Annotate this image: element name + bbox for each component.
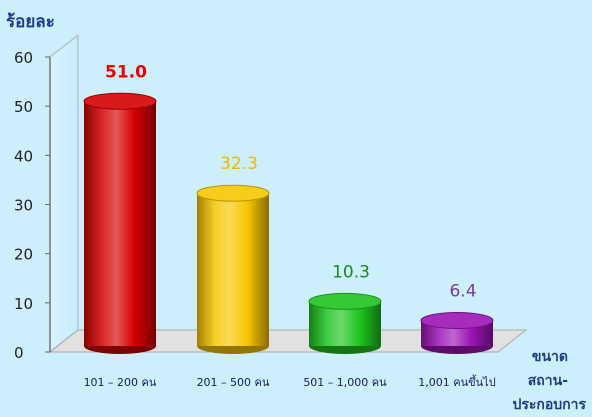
y-tick-label: 20 bbox=[14, 246, 33, 264]
x-tick-label: 1,001 คนขึ้นไป bbox=[418, 374, 495, 389]
x-tick-label: 101 – 200 คน bbox=[84, 376, 157, 389]
y-tick-label: 30 bbox=[14, 197, 33, 215]
x-tick-label: 501 – 1,000 คน bbox=[303, 376, 387, 389]
y-tick-label: 60 bbox=[14, 49, 33, 67]
bar-2 bbox=[196, 184, 270, 354]
bar-top bbox=[83, 92, 157, 110]
bar-top bbox=[196, 184, 270, 202]
bar-body bbox=[197, 193, 269, 346]
y-tick-label: 10 bbox=[14, 295, 33, 313]
data-label: 6.4 bbox=[449, 282, 476, 302]
bar-body bbox=[84, 101, 156, 346]
data-label: 51.0 bbox=[105, 62, 147, 82]
data-label: 10.3 bbox=[332, 262, 370, 282]
bar-4 bbox=[420, 312, 494, 354]
x-tick-label: 201 – 500 คน bbox=[197, 376, 270, 389]
bar-1 bbox=[83, 92, 157, 354]
y-tick-label: 50 bbox=[14, 98, 33, 116]
bar-top bbox=[308, 292, 382, 310]
bar-3 bbox=[308, 292, 382, 354]
x-axis-title: ขนาดสถาน-ประกอบการ bbox=[512, 349, 586, 413]
chart-back-wall bbox=[49, 33, 79, 354]
data-label: 32.3 bbox=[220, 154, 258, 174]
y-tick-label: 0 bbox=[14, 344, 24, 362]
y-axis-title: ร้อยละ bbox=[6, 12, 55, 32]
bar-top bbox=[420, 312, 494, 330]
y-tick-label: 40 bbox=[14, 147, 33, 165]
